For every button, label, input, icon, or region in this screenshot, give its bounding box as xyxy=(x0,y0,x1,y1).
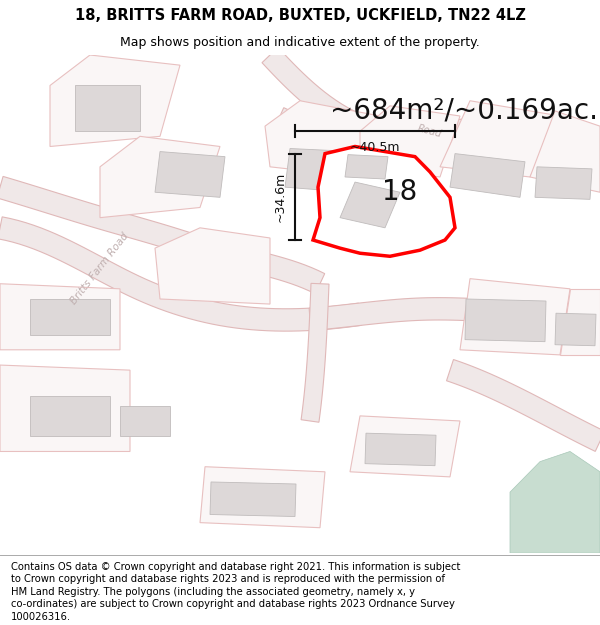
Polygon shape xyxy=(345,154,388,179)
Polygon shape xyxy=(446,359,600,451)
Text: Britts Farm Road: Britts Farm Road xyxy=(69,231,131,306)
Polygon shape xyxy=(0,365,130,451)
Polygon shape xyxy=(265,101,380,177)
Text: 18, BRITTS FARM ROAD, BUXTED, UCKFIELD, TN22 4LZ: 18, BRITTS FARM ROAD, BUXTED, UCKFIELD, … xyxy=(74,8,526,23)
Polygon shape xyxy=(309,298,600,331)
Polygon shape xyxy=(262,48,600,178)
Polygon shape xyxy=(360,106,460,177)
Polygon shape xyxy=(210,482,296,516)
Text: HM Land Registry. The polygons (including the associated geometry, namely x, y: HM Land Registry. The polygons (includin… xyxy=(11,587,415,597)
Text: 18: 18 xyxy=(382,178,418,206)
Polygon shape xyxy=(200,467,325,528)
Polygon shape xyxy=(155,228,270,304)
Polygon shape xyxy=(276,107,481,141)
Polygon shape xyxy=(340,182,400,228)
Polygon shape xyxy=(535,167,592,199)
Polygon shape xyxy=(0,217,361,331)
Polygon shape xyxy=(75,86,140,131)
Polygon shape xyxy=(50,55,180,146)
Polygon shape xyxy=(313,146,455,256)
Polygon shape xyxy=(555,313,596,346)
Text: Contains OS data © Crown copyright and database right 2021. This information is : Contains OS data © Crown copyright and d… xyxy=(11,562,460,572)
Polygon shape xyxy=(155,152,225,198)
Polygon shape xyxy=(350,416,460,477)
Polygon shape xyxy=(560,289,600,355)
Polygon shape xyxy=(530,111,600,192)
Polygon shape xyxy=(30,299,110,334)
Text: ~40.5m: ~40.5m xyxy=(350,141,400,154)
Text: co-ordinates) are subject to Crown copyright and database rights 2023 Ordnance S: co-ordinates) are subject to Crown copyr… xyxy=(11,599,455,609)
Polygon shape xyxy=(120,406,170,436)
Polygon shape xyxy=(465,299,546,342)
Text: 100026316.: 100026316. xyxy=(11,612,71,622)
Polygon shape xyxy=(285,149,355,192)
Polygon shape xyxy=(100,136,220,218)
Text: Britts Fa...: Britts Fa... xyxy=(347,193,393,202)
Text: Map shows position and indicative extent of the property.: Map shows position and indicative extent… xyxy=(120,36,480,49)
Text: ~684m²/~0.169ac.: ~684m²/~0.169ac. xyxy=(330,97,598,125)
Text: ~34.6m: ~34.6m xyxy=(274,172,287,222)
Polygon shape xyxy=(365,433,436,466)
Polygon shape xyxy=(460,279,570,355)
Polygon shape xyxy=(0,176,325,294)
Polygon shape xyxy=(301,283,329,422)
Polygon shape xyxy=(30,396,110,436)
Polygon shape xyxy=(0,284,120,350)
Text: Road: Road xyxy=(416,123,443,139)
Text: to Crown copyright and database rights 2023 and is reproduced with the permissio: to Crown copyright and database rights 2… xyxy=(11,574,445,584)
Polygon shape xyxy=(450,154,525,198)
Polygon shape xyxy=(355,162,425,202)
Polygon shape xyxy=(440,101,560,177)
Polygon shape xyxy=(510,451,600,553)
